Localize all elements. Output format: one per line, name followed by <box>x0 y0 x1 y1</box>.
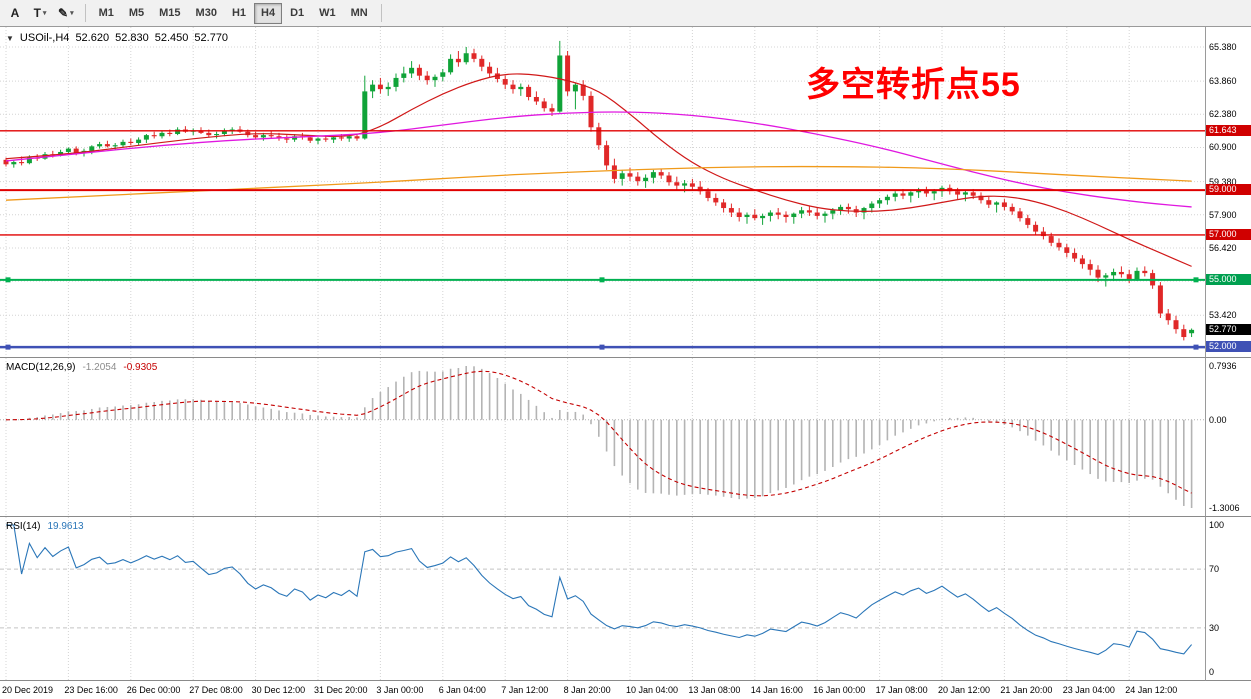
text-tool-icon: T <box>33 6 41 20</box>
rsi-axis-label: 30 <box>1209 622 1220 633</box>
time-axis-label: 26 Dec 00:00 <box>126 685 181 695</box>
chevron-down-icon: ▾ <box>42 10 47 17</box>
timeframe-button-mn[interactable]: MN <box>344 3 375 24</box>
time-axis-label: 16 Jan 00:00 <box>813 685 866 695</box>
time-axis-label: 10 Jan 04:00 <box>626 685 679 695</box>
rsi-axis[interactable]: 100 70 30 0 <box>1205 517 1251 681</box>
time-axis-label: 8 Jan 20:00 <box>563 685 611 695</box>
time-axis-label: 13 Jan 08:00 <box>688 685 741 695</box>
toolbar-separator <box>380 4 382 22</box>
price-badge-52.000: 52.000 <box>1206 341 1251 353</box>
price-axis[interactable]: 65.380 63.860 62.380 60.900 59.380 57.900 56.4… <box>1205 27 1251 358</box>
hline-handle[interactable] <box>599 277 605 283</box>
main-chart-panel: ▼ USOil-,H4 52.620 52.830 52.450 52.770 … <box>0 27 1205 358</box>
rsi-axis-label: 70 <box>1209 564 1220 575</box>
macd-main-value: -1.2054 <box>82 362 117 373</box>
timeframe-button-m5[interactable]: M5 <box>122 3 151 24</box>
timeframe-button-w1[interactable]: W1 <box>312 3 343 24</box>
time-axis-label: 7 Jan 12:00 <box>501 685 549 695</box>
price-axis-label: 57.900 <box>1209 209 1237 220</box>
time-axis-label: 3 Jan 00:00 <box>376 685 424 695</box>
quote-high: 52.830 <box>115 32 149 44</box>
time-axis-label: 27 Dec 08:00 <box>189 685 243 695</box>
toolbar-separator <box>84 4 86 22</box>
price-axis-label: 53.420 <box>1209 310 1237 321</box>
toolbar: A T ▾ ✎ ▾ M1 M5 M15 M30 H1 H4 D1 W1 MN <box>0 0 1251 27</box>
macd-axis[interactable]: 0.7936 0.00 -1.3006 <box>1205 358 1251 517</box>
rsi-label: RSI(14) 19.9613 <box>6 521 84 532</box>
macd-label: MACD(12,26,9) -1.2054 -0.9305 <box>6 362 157 373</box>
current-price-badge: 52.770 <box>1206 323 1251 335</box>
price-badge-55.000: 55.000 <box>1206 273 1251 285</box>
price-axis-label: 62.380 <box>1209 109 1237 120</box>
quote-low: 52.450 <box>154 32 189 44</box>
timeframe-button-m1[interactable]: M1 <box>92 3 121 24</box>
hline-handle[interactable] <box>1193 277 1199 283</box>
macd-name: MACD(12,26,9) <box>6 362 76 373</box>
price-badge-57.000: 57.000 <box>1206 228 1251 240</box>
hline-handle[interactable] <box>1193 344 1199 350</box>
rsi-axis-label: 100 <box>1209 520 1225 530</box>
macd-axis-label: -1.3006 <box>1209 503 1240 513</box>
time-axis-label: 21 Jan 20:00 <box>1000 685 1053 695</box>
time-axis-label: 20 Jan 12:00 <box>938 685 991 695</box>
time-axis[interactable]: 20 Dec 2019 23 Dec 16:00 26 Dec 00:00 27 De… <box>0 681 1251 699</box>
time-axis-label: 20 Dec 2019 <box>2 685 54 695</box>
hline-handle[interactable] <box>5 277 11 283</box>
macd-chart[interactable] <box>0 358 1205 516</box>
time-axis-label: 17 Jan 08:00 <box>875 685 928 695</box>
timeframe-button-m30[interactable]: M30 <box>189 3 224 24</box>
quote-line: ▼ USOil-,H4 52.620 52.830 52.450 52.770 <box>6 32 228 44</box>
arrow-tool-button[interactable]: A <box>3 3 27 24</box>
time-axis-label: 23 Dec 16:00 <box>64 685 118 695</box>
price-badge-61.643: 61.643 <box>1206 124 1251 136</box>
macd-signal-value: -0.9305 <box>123 362 158 373</box>
time-axis-label: 30 Dec 12:00 <box>251 685 306 695</box>
macd-panel: MACD(12,26,9) -1.2054 -0.9305 <box>0 358 1205 517</box>
rsi-name: RSI(14) <box>6 521 41 532</box>
chart-annotation[interactable]: 多空转折点55 <box>806 66 1021 104</box>
time-axis-label: 24 Jan 12:00 <box>1125 685 1178 695</box>
time-axis-label: 6 Jan 04:00 <box>438 685 486 695</box>
quote-open: 52.620 <box>75 32 110 44</box>
ma-medium-line <box>5 111 1192 208</box>
price-axis-label: 59.380 <box>1209 176 1237 187</box>
text-tool-button[interactable]: T ▾ <box>28 3 52 24</box>
ma-slow-line <box>5 165 1192 201</box>
price-axis-label: 65.380 <box>1209 41 1237 52</box>
timeframe-button-h1[interactable]: H1 <box>225 3 253 24</box>
hline-handle[interactable] <box>5 344 11 350</box>
symbol-dropdown-icon[interactable]: ▼ <box>6 33 14 43</box>
time-axis-label: 31 Dec 20:00 <box>314 685 368 695</box>
time-axis-label: 14 Jan 16:00 <box>750 685 803 695</box>
price-badge-59.000: 59.000 <box>1206 184 1251 196</box>
rsi-value: 19.9613 <box>47 521 84 532</box>
timeframe-button-d1[interactable]: D1 <box>283 3 311 24</box>
macd-histogram <box>5 366 1193 508</box>
chevron-down-icon: ▾ <box>70 10 74 17</box>
timeframe-button-h4[interactable]: H4 <box>254 2 283 24</box>
ma-fast-line <box>5 73 1192 267</box>
rsi-chart[interactable] <box>0 517 1205 680</box>
rsi-panel: RSI(14) 19.9613 <box>0 517 1205 681</box>
quote-symbol: USOil-,H4 <box>19 32 70 44</box>
pencil-icon: ✎ <box>58 6 69 20</box>
timeframe-button-m15[interactable]: M15 <box>152 3 187 24</box>
macd-signal-line <box>5 370 1192 497</box>
main-chart[interactable] <box>0 27 1205 357</box>
price-axis-label: 63.860 <box>1209 76 1237 87</box>
rsi-line <box>6 524 1193 656</box>
quote-close: 52.770 <box>194 32 229 44</box>
draw-tool-button[interactable]: ✎ ▾ <box>53 3 79 24</box>
price-axis-label: 56.420 <box>1209 242 1237 253</box>
time-axis-label: 23 Jan 04:00 <box>1062 685 1115 695</box>
macd-axis-label: 0.00 <box>1209 414 1227 425</box>
macd-axis-label: 0.7936 <box>1209 361 1237 371</box>
timeframe-group: M1 M5 M15 M30 H1 H4 D1 W1 MN <box>92 2 375 24</box>
rsi-axis-label: 0 <box>1209 667 1215 677</box>
hline-handle[interactable] <box>599 344 605 350</box>
price-axis-label: 60.900 <box>1209 142 1237 153</box>
